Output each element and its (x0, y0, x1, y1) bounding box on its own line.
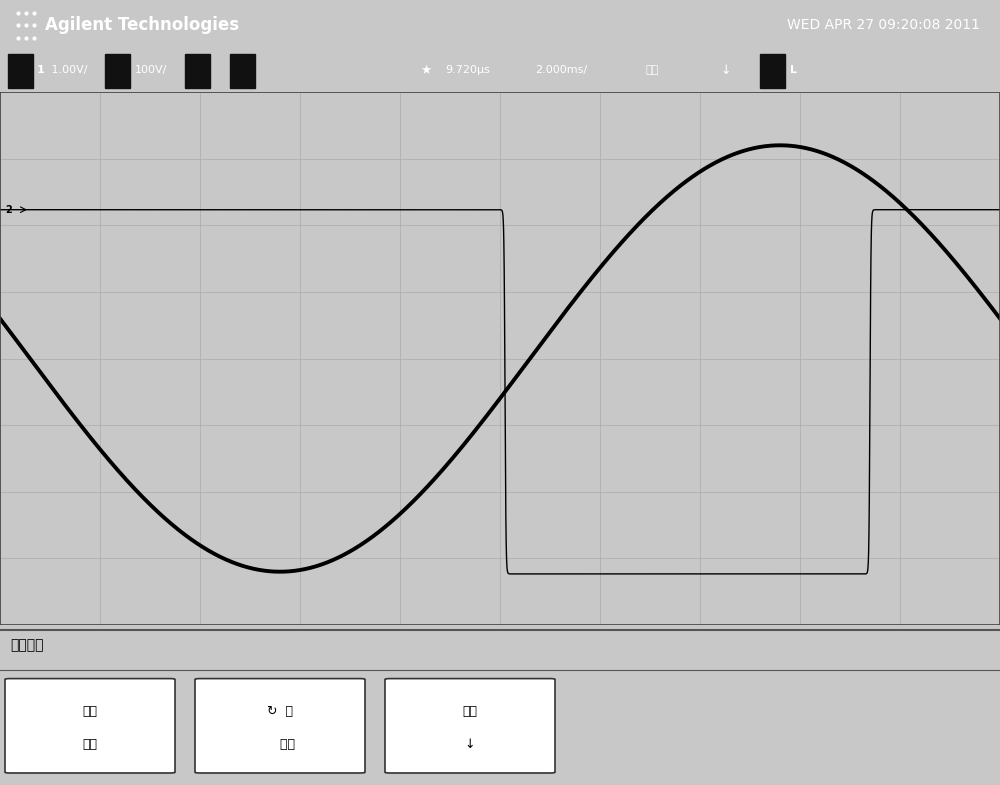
Text: 2.000ms/: 2.000ms/ (535, 65, 587, 75)
Text: 边沿: 边沿 (82, 738, 98, 751)
Text: 停止: 停止 (645, 65, 658, 75)
Text: 100V/: 100V/ (135, 65, 167, 75)
Text: 触发: 触发 (82, 706, 98, 718)
Text: 1: 1 (37, 65, 45, 75)
Text: 斜率: 斜率 (463, 706, 478, 718)
FancyBboxPatch shape (5, 678, 175, 773)
Text: L: L (790, 65, 797, 75)
Text: 2: 2 (5, 205, 12, 215)
Text: ★: ★ (420, 64, 431, 77)
Bar (8, 54, 33, 88)
Text: 9.720μs: 9.720μs (445, 65, 490, 75)
Text: WED APR 27 09:20:08 2011: WED APR 27 09:20:08 2011 (787, 18, 980, 32)
Text: 触发菜单: 触发菜单 (10, 637, 44, 652)
FancyBboxPatch shape (385, 678, 555, 773)
Text: Agilent Technologies: Agilent Technologies (45, 16, 239, 34)
Text: ↓: ↓ (465, 738, 475, 751)
Text: ↓: ↓ (720, 64, 730, 77)
Bar (760, 54, 785, 88)
Bar (185, 54, 210, 88)
Bar (230, 54, 255, 88)
FancyBboxPatch shape (195, 678, 365, 773)
Text: 1.00V/: 1.00V/ (48, 65, 88, 75)
Text: ↻  源: ↻ 源 (267, 706, 293, 718)
Text: 工频: 工频 (264, 738, 296, 751)
Bar (105, 54, 130, 88)
